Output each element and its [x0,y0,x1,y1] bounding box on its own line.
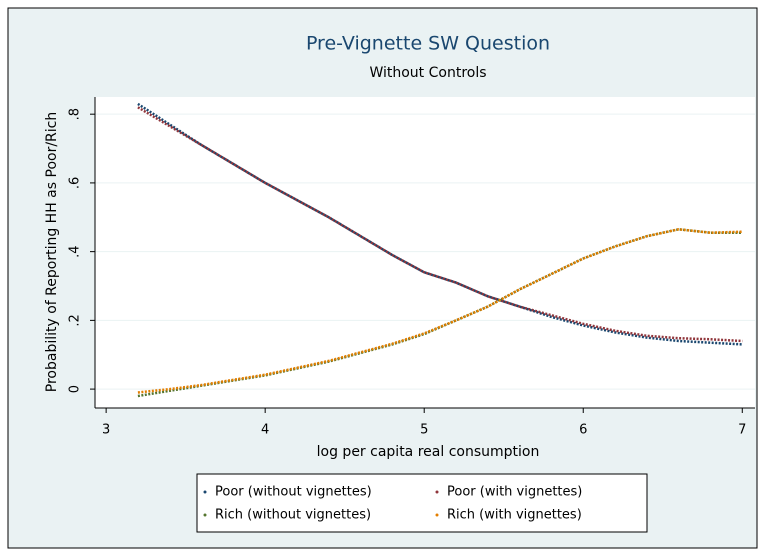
legend-label: Poor (with vignettes) [447,485,582,500]
legend-marker [203,490,207,494]
plot-area [95,97,755,408]
y-tick-label: .4 [68,245,83,257]
legend-marker [435,490,439,494]
legend-marker [203,513,207,517]
chart-title: Pre-Vignette SW Question [306,33,550,55]
legend-marker [435,513,439,517]
legend-label: Rich (without vignettes) [215,508,371,523]
x-tick-label: 6 [579,423,587,438]
y-tick-label: .8 [68,108,83,120]
chart-subtitle: Without Controls [369,65,486,81]
x-tick-label: 7 [738,423,746,438]
x-tick-label: 3 [102,423,110,438]
y-tick-label: .2 [68,314,83,326]
x-tick-label: 5 [420,423,428,438]
series-line [137,106,743,343]
y-axis-label: Probability of Reporting HH as Poor/Rich [44,112,60,392]
legend-box [196,473,648,533]
y-tick-label: .6 [68,177,83,189]
x-tick-label: 4 [261,423,269,438]
x-axis-label: log per capita real consumption [317,444,540,460]
legend-label: Rich (with vignettes) [447,508,582,523]
series-line [137,228,743,394]
legend-label: Poor (without vignettes) [215,485,372,500]
y-tick-label: 0 [68,385,83,393]
